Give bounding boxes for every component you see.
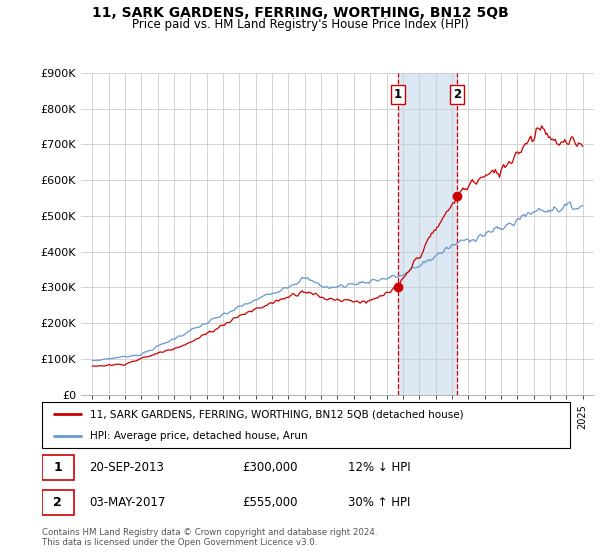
Text: Contains HM Land Registry data © Crown copyright and database right 2024.
This d: Contains HM Land Registry data © Crown c… bbox=[42, 528, 377, 547]
FancyBboxPatch shape bbox=[42, 490, 74, 515]
Text: 1: 1 bbox=[53, 461, 62, 474]
Text: 30% ↑ HPI: 30% ↑ HPI bbox=[348, 496, 410, 509]
Text: HPI: Average price, detached house, Arun: HPI: Average price, detached house, Arun bbox=[89, 431, 307, 441]
Text: 1: 1 bbox=[394, 88, 402, 101]
Text: 03-MAY-2017: 03-MAY-2017 bbox=[89, 496, 166, 509]
FancyBboxPatch shape bbox=[42, 402, 570, 448]
Text: 12% ↓ HPI: 12% ↓ HPI bbox=[348, 461, 411, 474]
Text: 11, SARK GARDENS, FERRING, WORTHING, BN12 5QB (detached house): 11, SARK GARDENS, FERRING, WORTHING, BN1… bbox=[89, 409, 463, 419]
Text: £555,000: £555,000 bbox=[242, 496, 298, 509]
Bar bbox=[398, 73, 457, 395]
Text: 20-SEP-2013: 20-SEP-2013 bbox=[89, 461, 164, 474]
Text: Price paid vs. HM Land Registry's House Price Index (HPI): Price paid vs. HM Land Registry's House … bbox=[131, 18, 469, 31]
FancyBboxPatch shape bbox=[42, 455, 74, 480]
Text: £300,000: £300,000 bbox=[242, 461, 298, 474]
Text: 11, SARK GARDENS, FERRING, WORTHING, BN12 5QB: 11, SARK GARDENS, FERRING, WORTHING, BN1… bbox=[92, 6, 508, 20]
Text: 2: 2 bbox=[53, 496, 62, 509]
Text: 2: 2 bbox=[453, 88, 461, 101]
